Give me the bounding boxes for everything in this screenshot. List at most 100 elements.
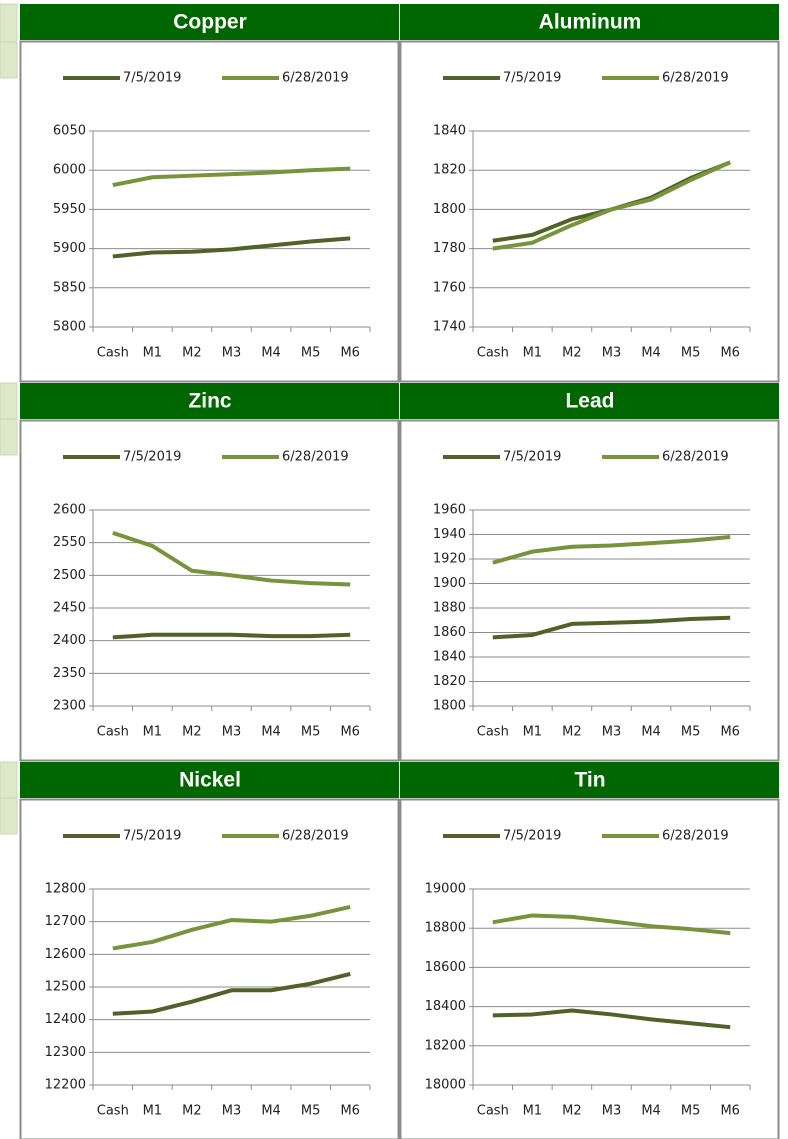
x-tick-label: M6: [720, 346, 740, 361]
x-tick-label: M3: [222, 1104, 242, 1119]
x-tick-label: M6: [340, 346, 360, 361]
y-tick-label: 1880: [433, 601, 466, 616]
y-tick-label: 5900: [53, 241, 86, 256]
y-tick-label: 2300: [53, 699, 86, 714]
y-tick-label: 12600: [45, 947, 86, 962]
series-line: [492, 534, 731, 565]
y-tick-label: 1900: [433, 576, 466, 591]
y-tick-label: 2400: [53, 633, 86, 648]
header-bar: [400, 762, 779, 798]
x-tick-label: M1: [523, 725, 543, 740]
legend-label: 6/28/2019: [662, 450, 729, 465]
x-tick-label: M3: [222, 346, 242, 361]
y-tick-label: 18600: [425, 960, 466, 975]
x-tick-label: M2: [182, 346, 202, 361]
x-tick-label: M4: [261, 1104, 281, 1119]
y-tick-label: 12500: [45, 980, 86, 995]
y-tick-label: 1960: [433, 503, 466, 518]
legend-label: 7/5/2019: [123, 450, 181, 465]
header-bar: [400, 383, 779, 419]
legend-label: 6/28/2019: [282, 829, 349, 844]
x-tick-label: Cash: [477, 725, 509, 740]
chart-title: Tin: [574, 769, 605, 792]
left-strip: [0, 3, 18, 835]
chart-title: Nickel: [179, 769, 241, 792]
legend-label: 6/28/2019: [662, 829, 729, 844]
y-tick-label: 12300: [45, 1045, 86, 1060]
series-line: [112, 905, 351, 951]
strip-cell: [0, 41, 18, 79]
strip-cell: [0, 382, 18, 420]
y-tick-label: 2450: [53, 601, 86, 616]
y-tick-label: 1840: [433, 650, 466, 665]
chart-panel: [399, 40, 780, 383]
y-tick-label: 6050: [53, 124, 86, 139]
series-line: [492, 913, 731, 936]
y-tick-label: 5850: [53, 280, 86, 295]
y-tick-label: 1860: [433, 625, 466, 640]
x-tick-label: M6: [340, 1104, 360, 1119]
y-tick-label: 1760: [433, 280, 466, 295]
y-tick-label: 1780: [433, 241, 466, 256]
x-tick-label: M1: [523, 1104, 543, 1119]
header-bar: [400, 4, 779, 40]
y-tick-label: 1740: [433, 320, 466, 335]
x-tick-label: M4: [641, 725, 661, 740]
y-tick-label: 18400: [425, 999, 466, 1014]
series-line: [492, 160, 732, 251]
series-line: [492, 1008, 731, 1030]
y-tick-label: 2600: [53, 503, 86, 518]
x-tick-label: Cash: [477, 346, 509, 361]
x-tick-label: M4: [261, 346, 281, 361]
x-tick-label: M5: [681, 1104, 701, 1119]
y-tick-label: 1840: [433, 124, 466, 139]
x-tick-label: M3: [602, 346, 622, 361]
x-tick-label: Cash: [477, 1104, 509, 1119]
y-tick-label: 6000: [53, 163, 86, 178]
series-line: [112, 530, 351, 587]
y-tick-label: 18000: [425, 1078, 466, 1093]
series-line: [112, 971, 351, 1016]
x-tick-label: M6: [720, 725, 740, 740]
y-tick-label: 12200: [45, 1078, 86, 1093]
x-tick-label: Cash: [97, 1104, 129, 1119]
legend-label: 7/5/2019: [123, 829, 181, 844]
x-tick-label: M5: [301, 725, 321, 740]
chart-panel: [399, 798, 780, 1139]
x-tick-label: M5: [301, 1104, 321, 1119]
chart-panel: [19, 40, 400, 383]
strip-cell: [0, 761, 18, 799]
series-line: [112, 166, 351, 188]
series-line: [112, 632, 351, 640]
legend-label: 6/28/2019: [662, 71, 729, 86]
y-tick-label: 2550: [53, 535, 86, 550]
legend-label: 7/5/2019: [503, 450, 561, 465]
header-bar: [20, 762, 399, 798]
chart-title: Lead: [565, 390, 614, 413]
y-tick-label: 2500: [53, 568, 86, 583]
x-tick-label: M4: [641, 346, 661, 361]
x-tick-label: M6: [340, 725, 360, 740]
x-tick-label: M5: [301, 346, 321, 361]
x-tick-label: M2: [562, 725, 582, 740]
x-tick-label: M4: [641, 1104, 661, 1119]
y-tick-label: 2350: [53, 666, 86, 681]
legend-label: 7/5/2019: [503, 71, 561, 86]
legend-label: 6/28/2019: [282, 71, 349, 86]
x-tick-label: M1: [143, 346, 163, 361]
x-tick-label: M5: [681, 725, 701, 740]
series-line: [112, 236, 351, 259]
x-tick-label: M4: [261, 725, 281, 740]
x-tick-label: M2: [562, 346, 582, 361]
x-tick-label: M2: [182, 1104, 202, 1119]
x-tick-label: M1: [143, 725, 163, 740]
y-tick-label: 12400: [45, 1012, 86, 1027]
legend-label: 7/5/2019: [123, 71, 181, 86]
series-line: [492, 615, 731, 640]
strip-cell: [0, 3, 18, 43]
x-tick-label: M5: [681, 346, 701, 361]
y-tick-label: 12800: [45, 882, 86, 897]
y-tick-label: 12700: [45, 914, 86, 929]
chart-title: Zinc: [188, 390, 231, 413]
